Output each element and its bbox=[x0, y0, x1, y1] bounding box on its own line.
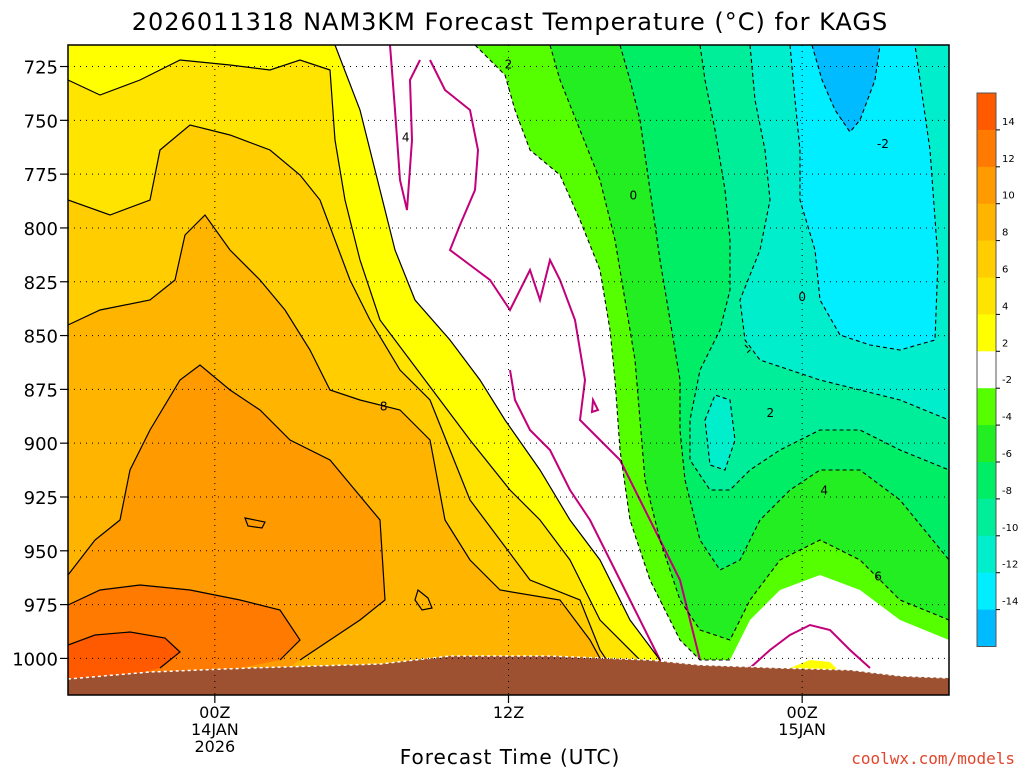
y-tick-label: 875 bbox=[24, 380, 58, 401]
cold-contour bbox=[474, 45, 730, 661]
contour-label: 2 bbox=[505, 57, 513, 71]
y-tick-label: 775 bbox=[24, 165, 58, 186]
colorbar-bin bbox=[977, 572, 996, 611]
x-axis-title: Forecast Time (UTC) bbox=[400, 745, 621, 768]
zero-degree-contour bbox=[749, 623, 871, 669]
y-tick-label: 750 bbox=[24, 111, 58, 132]
colorbar-bin bbox=[977, 609, 996, 647]
cold-contour bbox=[811, 45, 881, 133]
colorbar-bin bbox=[977, 388, 996, 426]
contour-label: 2 bbox=[767, 406, 775, 420]
y-tick-label: 975 bbox=[24, 596, 58, 617]
y-tick-label: 825 bbox=[24, 273, 58, 294]
warm-contour bbox=[414, 588, 433, 611]
x-tick-label: 00Z bbox=[199, 703, 230, 722]
warm-contour bbox=[334, 45, 661, 661]
y-axis: 725 750 775 800 825 850 875 900 925 950 975 1000 bbox=[12, 58, 68, 670]
zero-degree-contour bbox=[389, 45, 421, 211]
contour-label: 4 bbox=[402, 131, 410, 145]
warm-contour bbox=[68, 584, 301, 661]
colorbar-tick-label: -10 bbox=[1002, 523, 1018, 534]
x-tick-label: 12Z bbox=[493, 703, 524, 722]
grid-lines bbox=[68, 45, 949, 695]
colorbar-bin bbox=[977, 498, 996, 537]
credit-text: coolwx.com/models bbox=[851, 749, 1015, 768]
band-neg12-to-neg14 bbox=[790, 45, 938, 350]
colorbar: 14 12 10 8 6 4 2 -2 -4 -6 -8 -10 -12 -14 bbox=[976, 92, 1018, 647]
zero-degree-contour bbox=[429, 59, 701, 661]
contour-label: 0 bbox=[629, 189, 637, 203]
colorbar-tick-label: 2 bbox=[1002, 338, 1008, 349]
colorbar-tick-label: 6 bbox=[1002, 265, 1008, 276]
warm-contour bbox=[68, 631, 181, 669]
colorbar-bin bbox=[977, 535, 996, 574]
contour-label: -2 bbox=[877, 137, 889, 151]
contour-label: 0 bbox=[798, 290, 806, 304]
colorbar-bin bbox=[977, 351, 996, 389]
colorbar-tick-label: 4 bbox=[1002, 301, 1008, 312]
y-tick-label: 900 bbox=[24, 434, 58, 455]
cold-contour bbox=[549, 45, 949, 641]
colorbar-bin bbox=[977, 129, 996, 168]
colorbar-frame bbox=[976, 92, 997, 647]
y-tick-label: 950 bbox=[24, 542, 58, 563]
warm-contour bbox=[68, 59, 641, 661]
colorbar-bin bbox=[977, 93, 996, 131]
colorbar-tick-label: -6 bbox=[1002, 449, 1012, 460]
x-tick-label: 00Z bbox=[787, 703, 818, 722]
band-neg14-to-neg16 bbox=[812, 45, 880, 132]
colorbar-tick-label: 12 bbox=[1002, 154, 1015, 165]
cold-pocket-lower bbox=[705, 395, 735, 470]
colorbar-bin bbox=[977, 166, 996, 205]
x-tick-label: 14JAN bbox=[191, 720, 239, 739]
colorbar-tick-label: -14 bbox=[1002, 597, 1018, 608]
zero-degree-contour bbox=[509, 369, 671, 681]
warm-contour bbox=[68, 124, 631, 695]
colorbar-tick-label: -2 bbox=[1002, 375, 1012, 386]
colorbar-tick-label: 10 bbox=[1002, 191, 1015, 202]
colorbar-tick-label: 8 bbox=[1002, 228, 1008, 239]
x-axis: 00Z14JAN202612Z00Z15JAN12Z00Z16JAN bbox=[191, 695, 826, 756]
colorbar-bin bbox=[977, 462, 996, 500]
y-tick-label: 1000 bbox=[12, 649, 58, 670]
colorbar-bin bbox=[977, 425, 996, 463]
y-tick-label: 800 bbox=[24, 219, 58, 240]
colorbar-bin bbox=[977, 203, 996, 242]
colorbar-tick-label: 14 bbox=[1002, 117, 1015, 128]
warm-contour bbox=[68, 214, 621, 695]
y-tick-label: 925 bbox=[24, 488, 58, 509]
x-tick-label: 15JAN bbox=[778, 720, 826, 739]
warm-contour bbox=[244, 517, 266, 529]
colorbar-bin bbox=[977, 314, 996, 352]
colorbar-bin bbox=[977, 277, 996, 315]
cold-contour bbox=[739, 45, 949, 421]
band-14-to-16 bbox=[68, 632, 180, 682]
plot-area bbox=[68, 45, 949, 695]
zero-degree-contour bbox=[590, 396, 600, 414]
cold-contour bbox=[744, 344, 751, 356]
contour-label: 8 bbox=[380, 400, 388, 414]
contour-label: 4 bbox=[820, 484, 828, 498]
colorbar-tick-label: -4 bbox=[1002, 412, 1012, 423]
y-tick-label: 850 bbox=[24, 327, 58, 348]
x-tick-label: 2026 bbox=[194, 737, 235, 756]
colorbar-tick-label: -12 bbox=[1002, 560, 1018, 571]
cold-contour bbox=[689, 45, 949, 491]
colorbar-tick-label: -8 bbox=[1002, 486, 1012, 497]
cold-contour bbox=[789, 45, 939, 351]
colorbar-bin bbox=[977, 240, 996, 278]
y-tick-label: 725 bbox=[24, 58, 58, 79]
contour-label: 6 bbox=[874, 570, 882, 584]
cold-contour bbox=[619, 45, 949, 571]
warm-contour bbox=[68, 364, 386, 661]
chart-title: 2026011318 NAM3KM Forecast Temperature (… bbox=[132, 8, 888, 36]
